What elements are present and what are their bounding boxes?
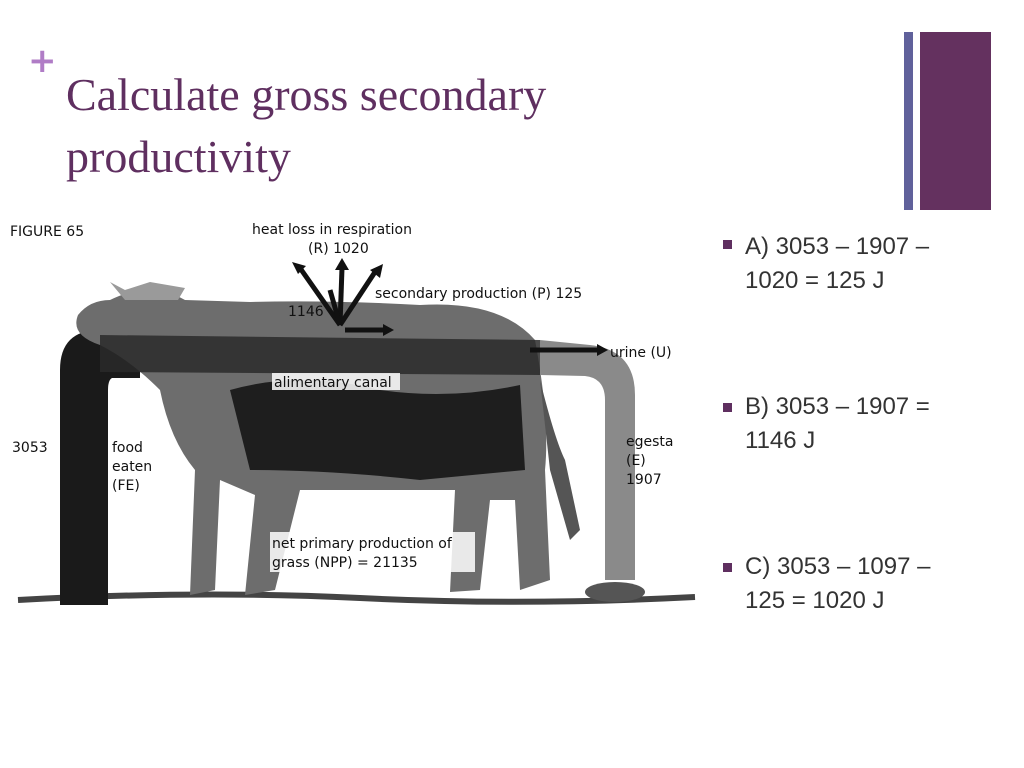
figure: FIGURE 65 heat loss in respiration (R) 1… [10, 222, 696, 605]
bullet-text: A) 3053 – 1907 – [745, 233, 930, 260]
grass [17, 591, 696, 605]
bullets: A) 3053 – 1907 – 1020 = 125 J B) 3053 – … [723, 233, 931, 614]
figure-label: secondary production (P) 125 [375, 286, 582, 302]
figure-label: eaten [112, 459, 152, 475]
bullet-text: B) 3053 – 1907 = [745, 393, 930, 420]
accent-bar [920, 32, 991, 210]
label-backdrop [270, 532, 475, 572]
alimentary-canal [100, 335, 540, 375]
title-line: productivity [66, 131, 291, 182]
bullet-text: 125 = 1020 J [745, 587, 884, 614]
figure-label: (FE) [112, 478, 140, 494]
bullet-square [723, 240, 732, 249]
cow-head [110, 282, 185, 300]
figure-label: food [112, 440, 143, 456]
egesta-pipe [540, 340, 635, 580]
figure-label: 1907 [626, 472, 662, 488]
figure-label: urine (U) [610, 345, 672, 361]
figure-label: egesta [626, 434, 673, 450]
accent-bar [904, 32, 913, 210]
food-pipe [60, 330, 140, 605]
bullet-text: 1146 J [745, 427, 815, 454]
plus-marker: + [28, 41, 57, 81]
figure-caption: FIGURE 65 [10, 224, 84, 240]
title-line: Calculate gross secondary [66, 69, 546, 120]
bullet-square [723, 403, 732, 412]
figure-label: 1146 [288, 304, 324, 320]
figure-label: alimentary canal [274, 375, 392, 391]
figure-label: heat loss in respiration [252, 222, 412, 238]
figure-label: grass (NPP) = 21135 [272, 555, 418, 571]
figure-label: (E) [626, 453, 646, 469]
bullet-text: C) 3053 – 1097 – [745, 553, 931, 580]
bullet-square [723, 563, 732, 572]
dung [585, 582, 645, 602]
figure-label: net primary production of [272, 536, 453, 552]
figure-label: (R) 1020 [308, 241, 369, 257]
respiration-arrows [297, 266, 600, 353]
label-backdrop [272, 373, 400, 390]
arrow-heads [292, 258, 608, 356]
cow-patch [230, 380, 525, 480]
figure-label: 3053 [12, 440, 48, 456]
cow-tail [540, 380, 580, 540]
bullet-text: 1020 = 125 J [745, 267, 884, 294]
